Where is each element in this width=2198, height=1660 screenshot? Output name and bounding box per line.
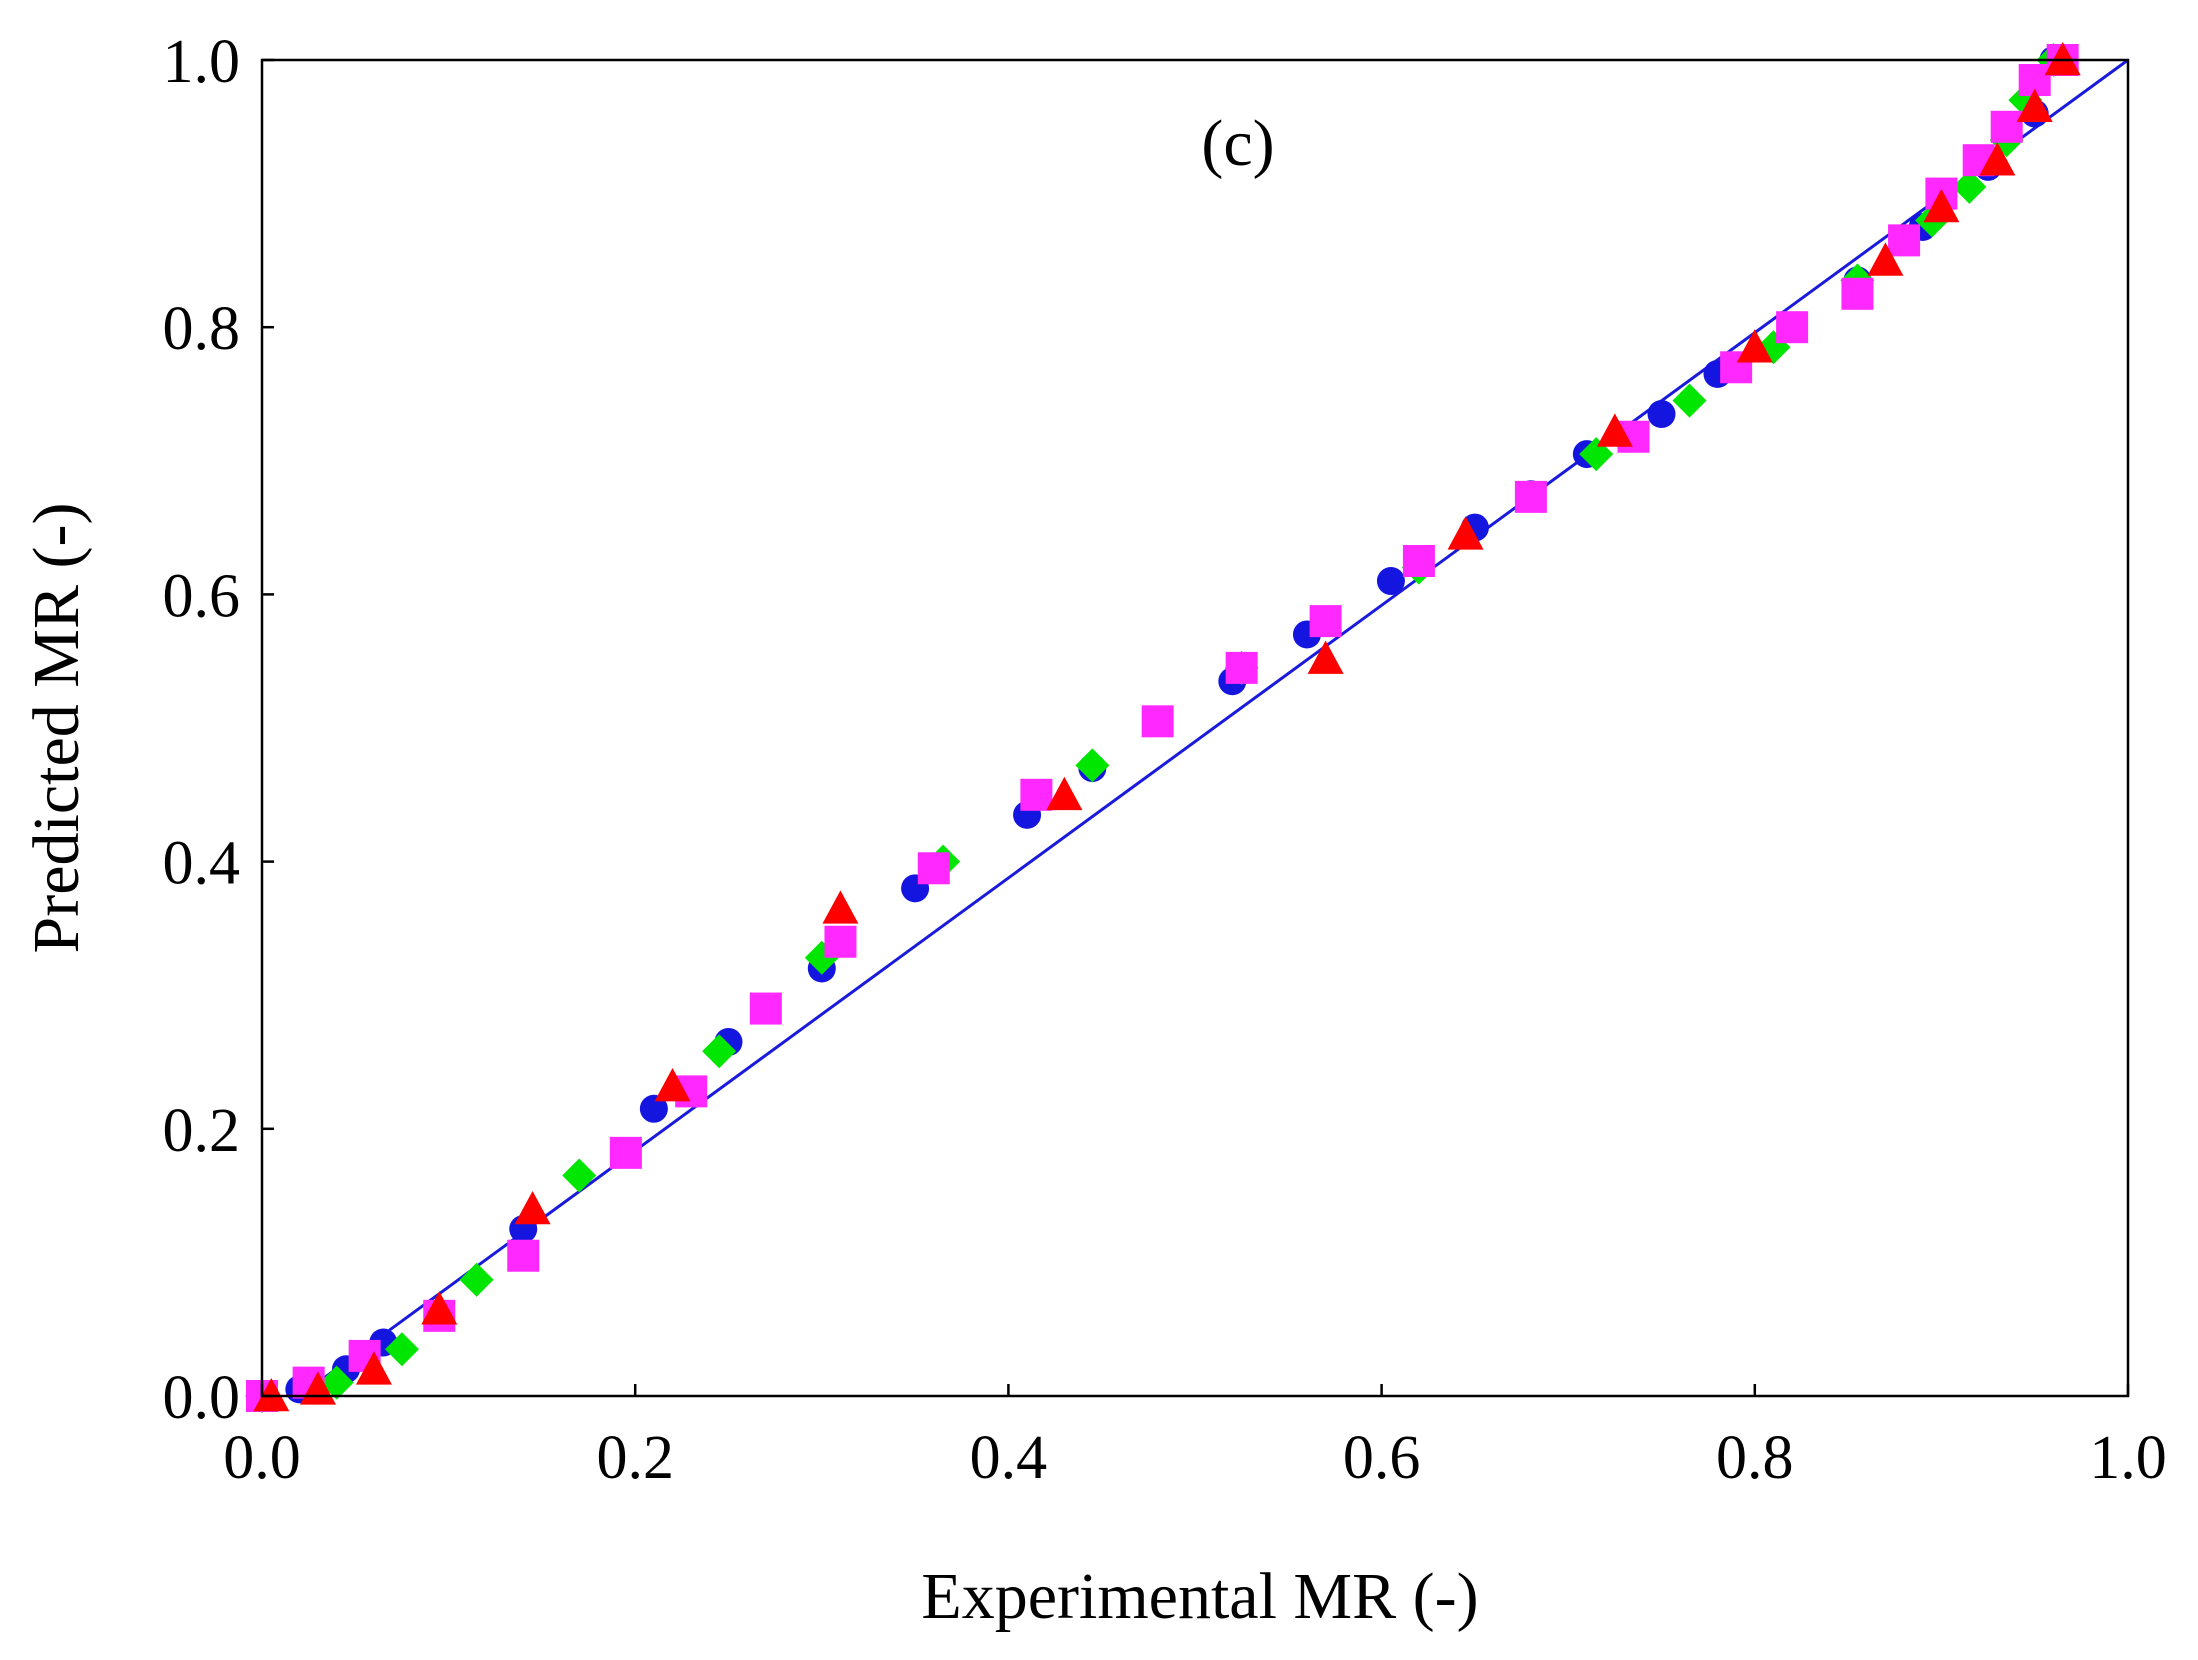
data-point [1979,142,2016,176]
y-tick-label: 1.0 [163,28,241,96]
x-tick-label: 0.6 [1343,1424,1421,1492]
data-point [1075,748,1110,783]
data-point [654,1068,691,1102]
series-triangle [253,42,2081,1412]
data-point [459,1262,494,1297]
series-square [246,44,2079,1412]
y-axis-title: Predicted MR (-) [20,503,93,954]
data-point [1672,383,1707,418]
data-point [1596,413,1633,447]
data-point [1923,188,1960,223]
data-point [1402,545,1435,577]
data-point [2016,88,2053,123]
x-axis-title: Experimental MR (-) [921,1560,1478,1633]
y-axis: 0.0 0.2 0.4 0.6 0.8 1.0 [163,28,274,1432]
data-point [824,925,857,958]
data-point [1888,224,1921,257]
data-point [1647,400,1676,429]
data-point [355,1351,392,1385]
data-point [702,1034,737,1069]
x-tick-label: 0.0 [223,1424,301,1492]
y-tick-label: 0.0 [163,1364,241,1432]
reference-line-layer [298,58,2129,1398]
data-point [639,1094,668,1123]
x-tick-label: 1.0 [2089,1424,2167,1492]
data-point [609,1136,642,1169]
data-point [1736,329,1773,363]
data-point [749,992,782,1025]
data-point [1376,567,1405,596]
data-point [2044,42,2081,76]
data-point [1841,277,1874,310]
panel-label: (c) [1201,107,1274,180]
y-tick-label: 0.8 [163,295,241,363]
data-point [1309,605,1342,638]
data-point [253,1378,290,1412]
data-point [1046,776,1083,811]
data-point [562,1158,597,1193]
data-point [514,1190,551,1225]
reference-line [298,58,2129,1398]
y-tick-label: 0.4 [163,830,241,898]
y-tick-label: 0.2 [163,1097,241,1165]
y-tick-label: 0.6 [163,562,241,630]
data-point [384,1332,419,1367]
data-point [507,1239,540,1272]
data-point [917,852,950,885]
data-point [1514,480,1547,513]
x-axis: 0.0 0.2 0.4 0.6 0.8 1.0 [223,1384,2167,1492]
data-point [1020,778,1053,811]
data-point [1952,169,1987,204]
data-point [1776,311,1809,344]
data-point [1447,516,1484,550]
data-point [1225,651,1258,684]
data-point [421,1291,458,1325]
x-tick-label: 0.2 [596,1424,674,1492]
data-point [1990,110,2023,143]
data-point [1141,705,1174,738]
x-tick-label: 0.8 [1716,1424,1794,1492]
data-point [1867,242,1904,276]
data-point [1307,640,1344,674]
data-point [822,890,859,924]
x-tick-label: 0.4 [970,1424,1048,1492]
plot-frame [260,58,2130,1398]
data-points-layer [245,42,2081,1413]
